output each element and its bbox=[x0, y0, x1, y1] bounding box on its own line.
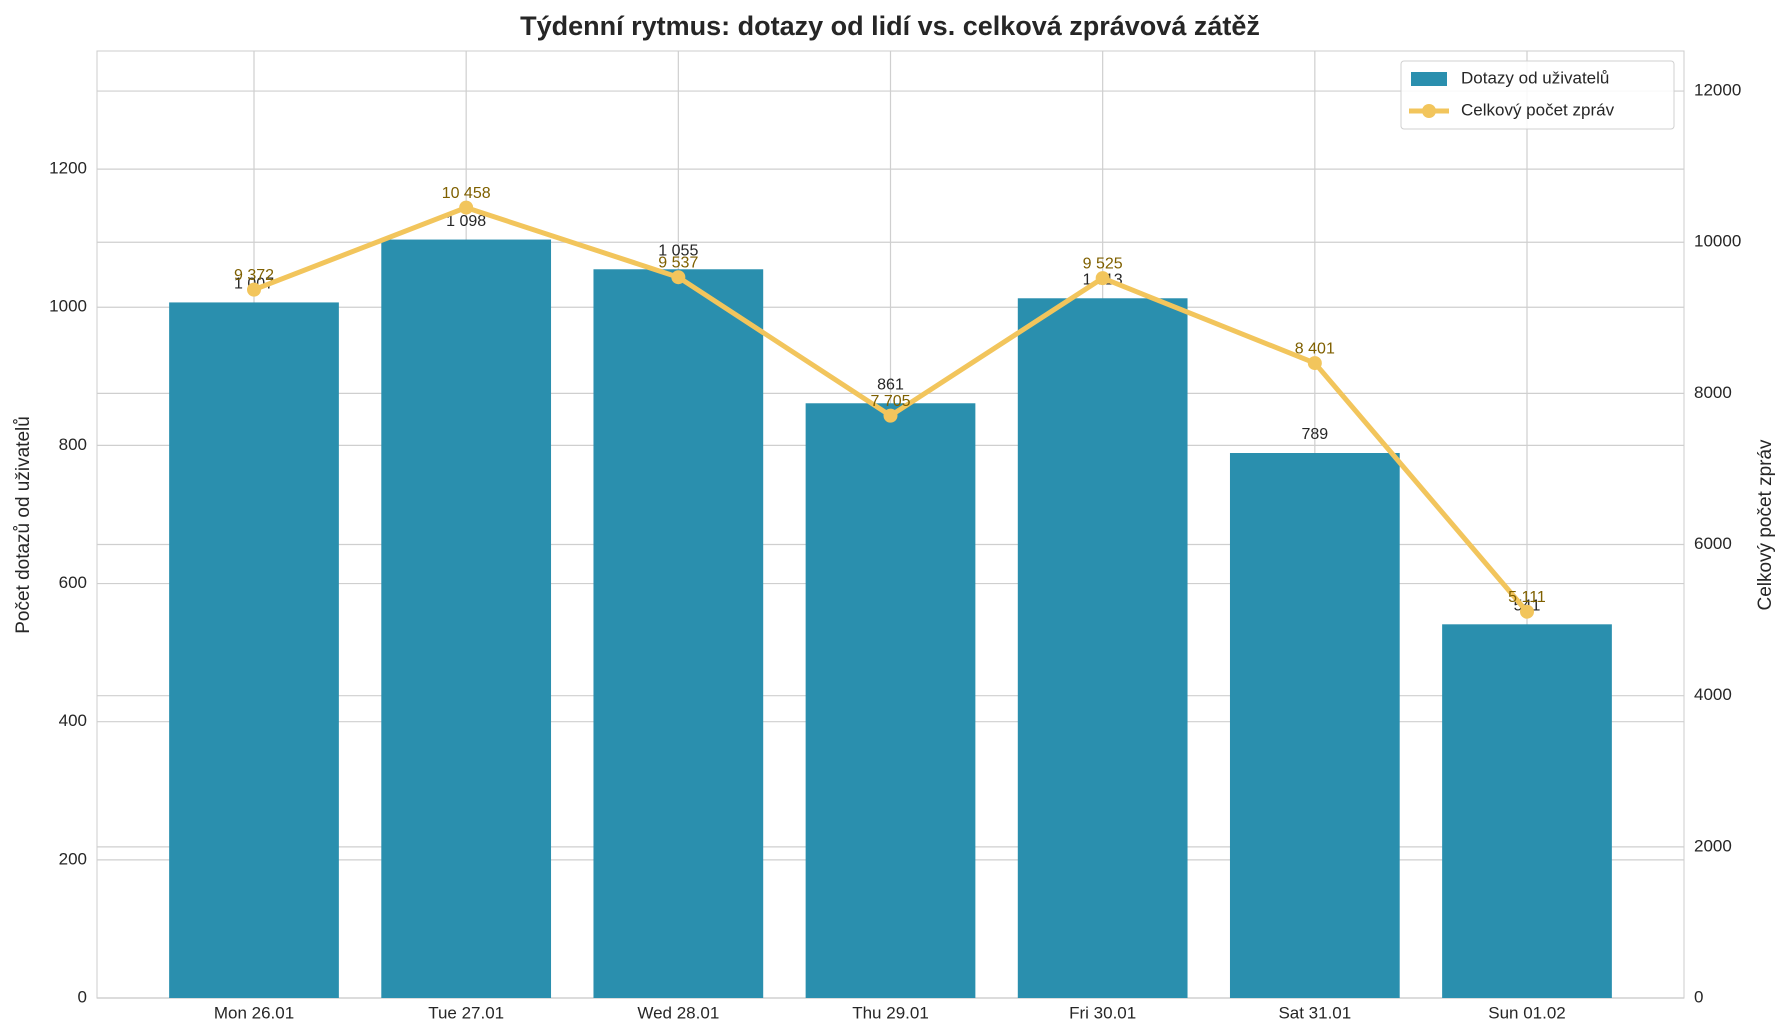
bar bbox=[169, 302, 339, 998]
legend-swatch bbox=[1422, 104, 1436, 118]
y-tick-label: 800 bbox=[59, 435, 87, 454]
legend-box bbox=[1400, 60, 1675, 130]
y-tick-label: 200 bbox=[59, 849, 87, 868]
chart-title: Týdenní rytmus: dotazy od lidí vs. celko… bbox=[520, 11, 1260, 41]
line-value-label: 7 705 bbox=[870, 393, 910, 410]
line-point bbox=[671, 270, 686, 285]
line-value-label: 8 401 bbox=[1295, 340, 1335, 357]
y-tick-label: 400 bbox=[59, 711, 87, 730]
y-tick-label: 1000 bbox=[49, 297, 87, 316]
x-tick-label: Sat 31.01 bbox=[1278, 1003, 1351, 1022]
x-tick-label: Thu 29.01 bbox=[852, 1003, 929, 1022]
y2-tick-label: 12000 bbox=[1694, 81, 1741, 100]
bar-value-label: 1 098 bbox=[446, 213, 486, 230]
y-tick-label: 600 bbox=[59, 573, 87, 592]
y-tick-label: 1200 bbox=[49, 159, 87, 178]
legend-label: Celkový počet zpráv bbox=[1461, 100, 1615, 119]
y2-tick-label: 10000 bbox=[1694, 232, 1741, 251]
line-value-label: 9 537 bbox=[658, 254, 698, 271]
line-point bbox=[247, 282, 262, 297]
bar-value-label: 861 bbox=[877, 376, 904, 393]
legend-label: Dotazy od uživatelů bbox=[1461, 68, 1609, 87]
bar bbox=[593, 269, 764, 998]
x-tick-label: Wed 28.01 bbox=[637, 1003, 719, 1022]
y2-tick-label: 0 bbox=[1694, 987, 1703, 1006]
line-value-label: 5 111 bbox=[1508, 589, 1546, 606]
y-axis-label: Počet dotazů od uživatelů bbox=[13, 416, 34, 634]
line-point bbox=[459, 200, 474, 215]
bar bbox=[381, 239, 552, 999]
y2-axis-label: Celkový počet zpráv bbox=[1755, 439, 1776, 611]
bar bbox=[1442, 624, 1612, 998]
y2-tick-label: 4000 bbox=[1694, 685, 1732, 704]
bar bbox=[805, 403, 976, 998]
line-value-label: 9 525 bbox=[1083, 255, 1123, 272]
x-tick-label: Mon 26.01 bbox=[214, 1003, 294, 1022]
y-tick-label: 0 bbox=[78, 987, 87, 1006]
bar bbox=[1017, 298, 1188, 999]
bar-value-label: 1 055 bbox=[658, 242, 698, 259]
y2-tick-label: 6000 bbox=[1694, 534, 1732, 553]
line-point bbox=[1519, 604, 1534, 619]
x-tick-label: Tue 27.01 bbox=[428, 1003, 504, 1022]
y2-tick-label: 8000 bbox=[1694, 383, 1732, 402]
x-tick-label: Sun 01.02 bbox=[1488, 1003, 1566, 1022]
line-value-label: 10 458 bbox=[442, 185, 491, 202]
line-point bbox=[1095, 271, 1110, 286]
line-point bbox=[1307, 356, 1322, 371]
y2-tick-label: 2000 bbox=[1694, 836, 1732, 855]
bar-value-label: 789 bbox=[1301, 426, 1328, 443]
line-point bbox=[883, 408, 898, 423]
bar bbox=[1229, 453, 1400, 998]
line-value-label: 9 372 bbox=[234, 267, 274, 284]
legend-swatch bbox=[1411, 72, 1447, 86]
x-tick-label: Fri 30.01 bbox=[1069, 1003, 1136, 1022]
